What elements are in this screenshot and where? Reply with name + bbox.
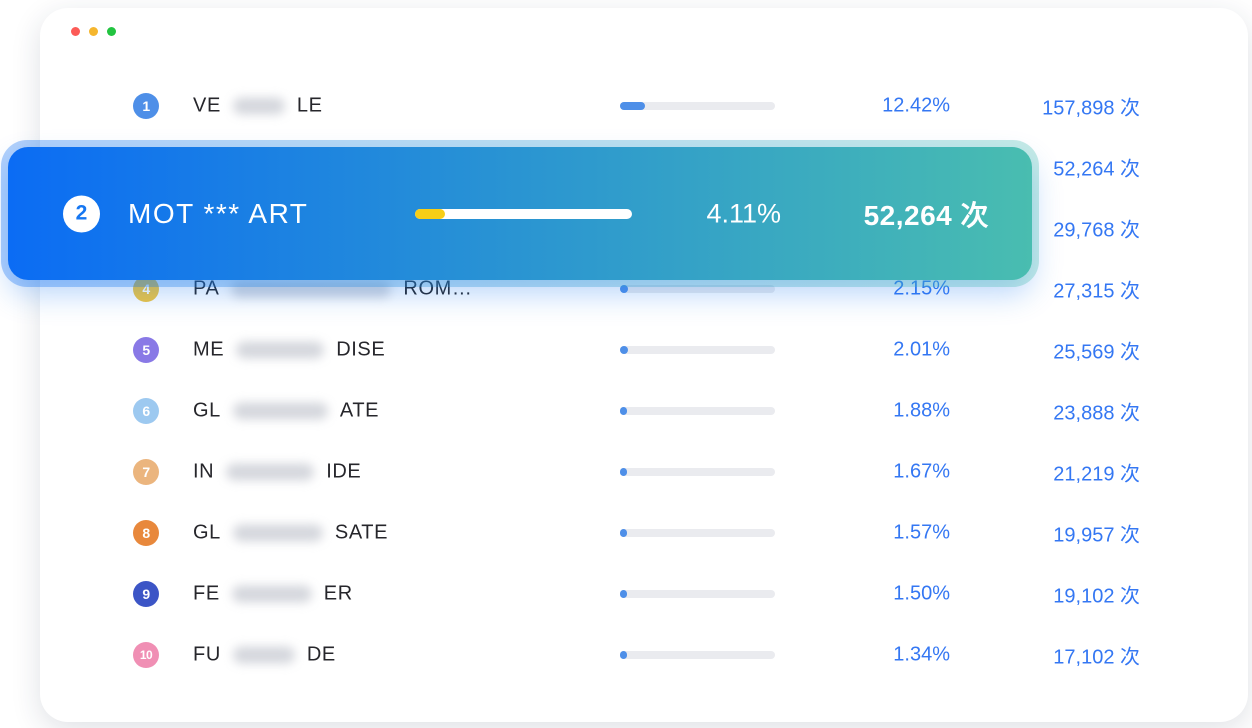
row-label: FU DE	[193, 643, 336, 666]
row-label-prefix: ME	[193, 338, 225, 360]
row-label-prefix: FU	[193, 643, 221, 665]
table-row[interactable]: 9 FE ER 1.50% 19,102 次	[40, 563, 1248, 624]
row-label-suffix: ER	[323, 582, 353, 604]
row-count: 21,219 次	[1053, 463, 1140, 485]
table-row[interactable]: 8 GL SATE 1.57% 19,957 次	[40, 502, 1248, 563]
row-label-suffix: DE	[306, 643, 336, 665]
row-percent: 1.50%	[893, 582, 950, 604]
row-count: 19,957 次	[1053, 524, 1140, 546]
progress-bar-fill	[620, 345, 628, 354]
banner-progress-bar-fill	[415, 208, 445, 219]
row-label-suffix: SATE	[334, 521, 389, 543]
progress-bar-track	[620, 467, 775, 476]
close-button-icon[interactable]	[71, 27, 80, 36]
banner-progress-bar-track	[415, 208, 632, 219]
app-window: 1 VE LE 12.42% 157,898 次 52,264 次 29,768…	[40, 8, 1248, 722]
progress-bar-fill	[620, 284, 628, 293]
rank-badge: 8	[133, 519, 159, 546]
rank-badge: 9	[133, 580, 159, 607]
row-label: FE ER	[193, 582, 353, 605]
row-count: 17,102 次	[1053, 646, 1140, 668]
progress-bar-fill	[620, 528, 627, 537]
progress-bar-fill	[620, 406, 627, 415]
table-row[interactable]: 1 VE LE 12.42% 157,898 次	[40, 75, 1248, 136]
label-blur	[232, 97, 285, 114]
table-row[interactable]: 5 ME DISE 2.01% 25,569 次	[40, 319, 1248, 380]
row-label: GL SATE	[193, 521, 388, 544]
row-count: 29,768 次	[1053, 219, 1140, 241]
row-label-prefix: FE	[193, 582, 220, 604]
row-count: 19,102 次	[1053, 585, 1140, 607]
label-blur	[231, 585, 312, 602]
progress-bar-fill	[620, 589, 627, 598]
rank-badge: 5	[133, 336, 159, 363]
zoom-button-icon[interactable]	[107, 27, 116, 36]
row-percent: 12.42%	[882, 94, 950, 116]
row-percent: 2.01%	[893, 338, 950, 360]
table-row[interactable]: 6 GL ATE 1.88% 23,888 次	[40, 380, 1248, 441]
rank-badge: 6	[133, 397, 159, 424]
rank-badge: 1	[133, 92, 159, 119]
banner-rank-badge: 2	[63, 195, 100, 232]
progress-bar-track	[620, 650, 775, 659]
banner-label: MOT *** ART	[128, 197, 309, 229]
row-label-prefix: GL	[193, 399, 221, 421]
row-label-suffix: ATE	[339, 399, 380, 421]
progress-bar-track	[620, 589, 775, 598]
row-label-prefix: GL	[193, 521, 221, 543]
table-row[interactable]: 7 IN IDE 1.67% 21,219 次	[40, 441, 1248, 502]
row-label: VE LE	[193, 94, 323, 117]
row-count: 23,888 次	[1053, 402, 1140, 424]
row-label-prefix: VE	[193, 94, 221, 116]
progress-bar-fill	[620, 467, 627, 476]
progress-bar-track	[620, 345, 775, 354]
label-blur	[232, 402, 328, 419]
row-label-suffix: LE	[296, 94, 323, 116]
table-row[interactable]: 52,264 次	[40, 136, 1248, 197]
table-row[interactable]: 29,768 次	[40, 197, 1248, 258]
progress-bar-track	[620, 101, 775, 110]
label-blur	[226, 463, 315, 480]
progress-bar-fill	[620, 101, 645, 110]
row-label: ME DISE	[193, 338, 385, 361]
row-count: 52,264 次	[1053, 158, 1140, 180]
row-count: 25,569 次	[1053, 341, 1140, 363]
rank-badge: 10	[133, 641, 159, 668]
row-label-prefix: IN	[193, 460, 215, 482]
label-blur	[232, 646, 295, 663]
row-percent: 1.57%	[893, 521, 950, 543]
row-percent: 1.34%	[893, 643, 950, 665]
row-count: 27,315 次	[1053, 280, 1140, 302]
rank-badge: 7	[133, 458, 159, 485]
row-label-suffix: DISE	[336, 338, 386, 360]
window-controls	[71, 27, 116, 36]
row-percent: 1.88%	[893, 399, 950, 421]
banner-percent: 4.11%	[706, 198, 781, 228]
row-percent: 1.67%	[893, 460, 950, 482]
label-blur	[232, 524, 323, 541]
banner-count: 52,264 次	[863, 199, 989, 231]
row-count: 157,898 次	[1042, 97, 1140, 119]
minimize-button-icon[interactable]	[89, 27, 98, 36]
row-label: IN IDE	[193, 460, 361, 483]
progress-bar-track	[620, 284, 775, 293]
progress-bar-fill	[620, 650, 627, 659]
progress-bar-track	[620, 406, 775, 415]
row-label: GL ATE	[193, 399, 379, 422]
progress-bar-track	[620, 528, 775, 537]
label-blur	[236, 341, 325, 358]
table-row[interactable]: 10 FU DE 1.34% 17,102 次	[40, 624, 1248, 685]
row-label-suffix: IDE	[326, 460, 362, 482]
highlight-banner[interactable]: 2 MOT *** ART 4.11% 52,264 次	[1, 140, 1039, 287]
